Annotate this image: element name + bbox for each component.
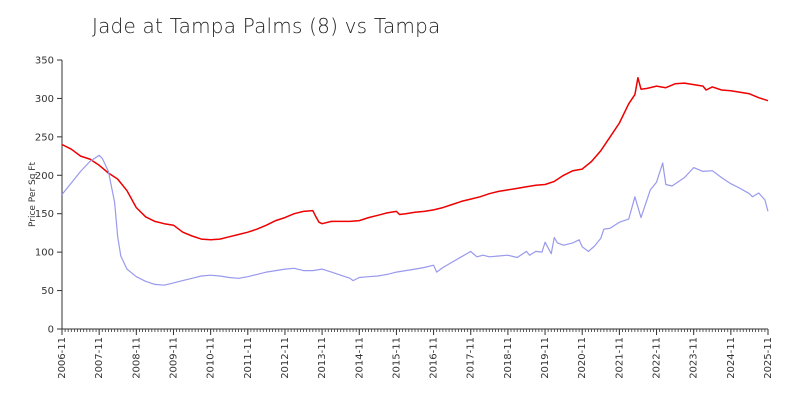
x-tick-label: 2023-11 — [689, 337, 700, 379]
y-tick-label: 50 — [41, 286, 54, 297]
x-tick-label: 2012-11 — [280, 337, 291, 379]
series-line-2 — [61, 154, 769, 286]
y-axis: 0 50 100 150 200 250 300 350 — [35, 56, 63, 336]
x-tick-label: 2018-11 — [503, 337, 514, 379]
x-tick-label: 2010-11 — [206, 337, 217, 379]
y-tick-label: 350 — [35, 56, 54, 67]
x-tick-label: 2006-11 — [57, 337, 68, 379]
x-tick-label: 2022-11 — [652, 337, 663, 379]
y-tick-label: 150 — [35, 209, 54, 220]
x-tick-label: 2008-11 — [131, 337, 142, 379]
chart-title: Jade at Tampa Palms (8) vs Tampa — [92, 14, 441, 38]
x-tick-label: 2015-11 — [391, 337, 402, 379]
x-tick-label: 2007-11 — [94, 337, 105, 379]
y-tick-label: 0 — [48, 325, 54, 336]
x-axis: 2006-11 2007-11 2008-11 2009-11 2010-11 2011-… — [57, 328, 774, 379]
series-line-1 — [61, 76, 769, 241]
x-tick-label: 2014-11 — [354, 337, 365, 379]
series-group — [61, 76, 769, 286]
x-tick-label: 2025-11 — [763, 337, 774, 379]
y-tick-label: 300 — [35, 94, 54, 105]
y-axis-label: Price Per Sq Ft — [28, 162, 38, 227]
y-tick-label: 100 — [35, 248, 54, 259]
x-tick-label: 2020-11 — [577, 337, 588, 379]
x-tick-label: 2024-11 — [726, 337, 737, 379]
x-tick-label: 2011-11 — [243, 337, 254, 379]
x-tick-label: 2017-11 — [466, 337, 477, 379]
y-tick-label: 250 — [35, 132, 54, 143]
x-tick-label: 2009-11 — [168, 337, 179, 379]
x-tick-label: 2013-11 — [317, 337, 328, 379]
x-tick-label: 2016-11 — [429, 337, 440, 379]
x-tick-label: 2021-11 — [614, 337, 625, 379]
y-tick-label: 200 — [35, 171, 54, 182]
x-tick-label: 2019-11 — [540, 337, 551, 379]
